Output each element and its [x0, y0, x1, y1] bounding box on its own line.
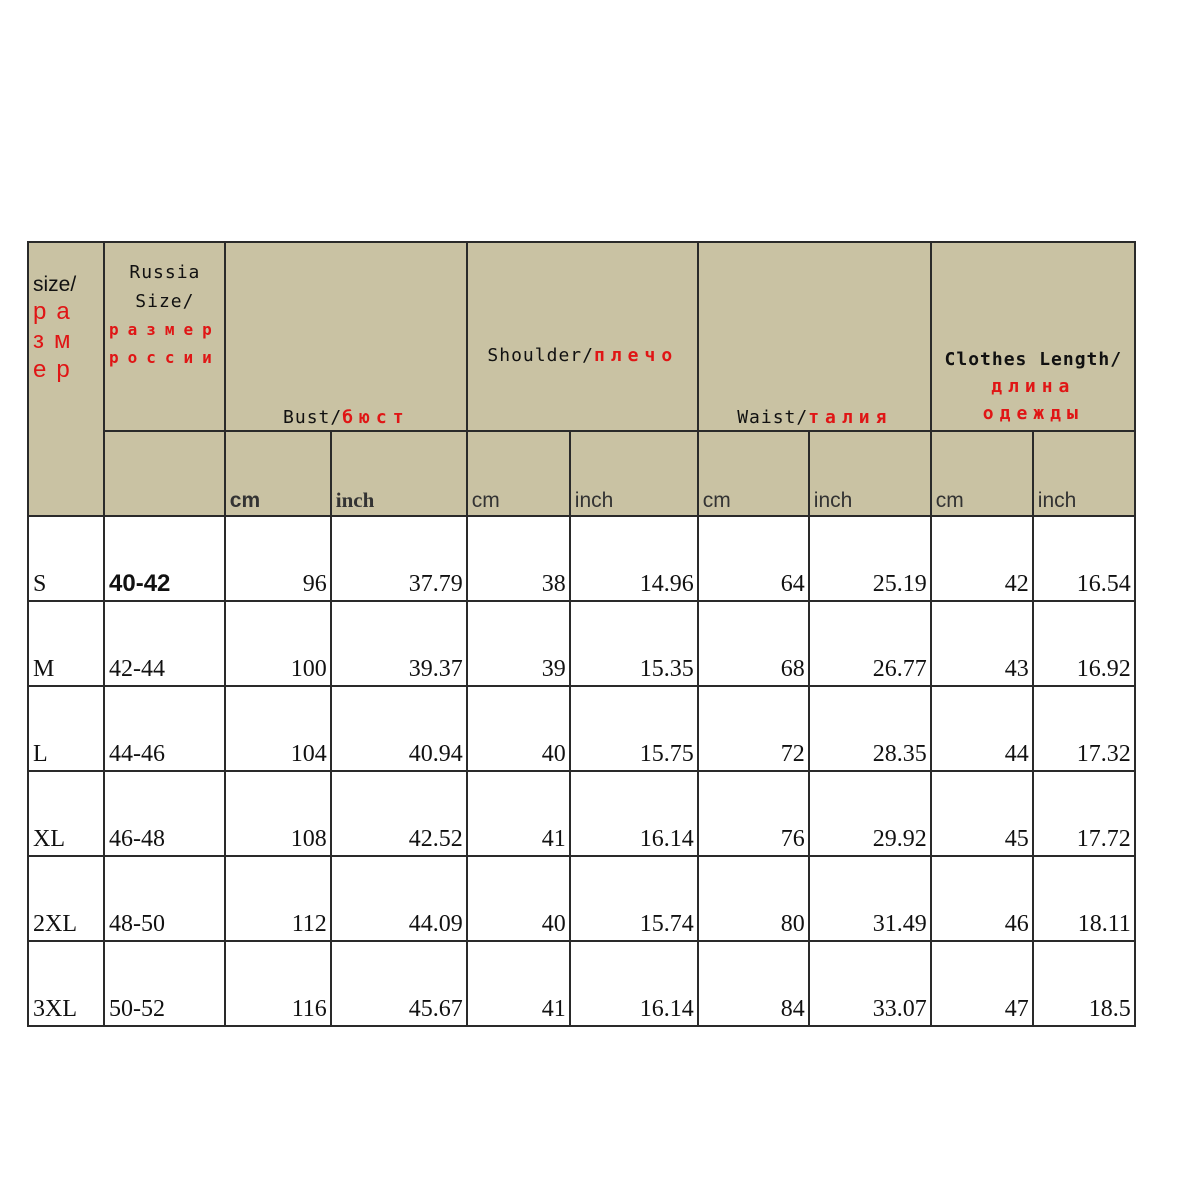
header-size: size/размер [27, 241, 105, 517]
value-cell: 45 [929, 770, 1034, 857]
size-cell: M [27, 600, 105, 687]
header-size-ru: размер [33, 298, 81, 383]
value-cell: 15.35 [568, 600, 699, 687]
size-cell: XL [27, 770, 105, 857]
value-cell: 108 [223, 770, 332, 857]
unit-cell: inch [1031, 430, 1136, 517]
header-length-en: Clothes Length/ [944, 349, 1123, 370]
unit-cell: cm [696, 430, 810, 517]
value-cell: 18.5 [1031, 940, 1136, 1027]
units-blank [103, 430, 226, 517]
value-cell: 80 [696, 855, 810, 942]
table-row: S 40-42 96 37.79 38 14.96 64 25.19 42 16.54 [27, 515, 1136, 602]
value-cell: 17.72 [1031, 770, 1136, 857]
value-cell: 64 [696, 515, 810, 602]
russia-size-cell: 44-46 [103, 685, 226, 772]
value-cell: 16.14 [568, 940, 699, 1027]
value-cell: 15.74 [568, 855, 699, 942]
value-cell: 42.52 [329, 770, 468, 857]
value-cell: 47 [929, 940, 1034, 1027]
value-cell: 104 [223, 685, 332, 772]
value-cell: 33.07 [807, 940, 932, 1027]
size-cell: L [27, 685, 105, 772]
header-shoulder: Shoulder/плечо [465, 241, 699, 432]
header-size-en: size/ [33, 273, 77, 296]
russia-size-cell: 42-44 [103, 600, 226, 687]
unit-cell: inch [329, 430, 468, 517]
value-cell: 84 [696, 940, 810, 1027]
header-waist: Waist/талия [696, 241, 932, 432]
header-length-ru: длина одежды [982, 376, 1084, 424]
russia-size-cell: 40-42 [103, 515, 226, 602]
size-chart-table: size/размер Russia Size/размер россии Bu… [27, 241, 1136, 1027]
header-shoulder-ru: плечо [593, 345, 679, 366]
value-cell: 26.77 [807, 600, 932, 687]
value-cell: 76 [696, 770, 810, 857]
value-cell: 41 [465, 940, 571, 1027]
value-cell: 100 [223, 600, 332, 687]
value-cell: 16.92 [1031, 600, 1136, 687]
header-bust-ru: бюст [342, 407, 410, 428]
value-cell: 16.14 [568, 770, 699, 857]
table-row: M 42-44 100 39.37 39 15.35 68 26.77 43 16.92 [27, 600, 1136, 687]
header-row: size/размер Russia Size/размер россии Bu… [27, 241, 1136, 517]
size-cell: 3XL [27, 940, 105, 1027]
russia-size-cell: 48-50 [103, 855, 226, 942]
value-cell: 28.35 [807, 685, 932, 772]
value-cell: 68 [696, 600, 810, 687]
value-cell: 40 [465, 685, 571, 772]
value-cell: 25.19 [807, 515, 932, 602]
unit-cell: cm [465, 430, 571, 517]
header-clothes-length: Clothes Length/длина одежды [929, 241, 1136, 432]
value-cell: 41 [465, 770, 571, 857]
value-cell: 112 [223, 855, 332, 942]
header-russia-size-ru: размер россии [109, 320, 221, 367]
header-waist-en: Waist/ [737, 407, 809, 428]
value-cell: 37.79 [329, 515, 468, 602]
value-cell: 45.67 [329, 940, 468, 1027]
value-cell: 40.94 [329, 685, 468, 772]
value-cell: 29.92 [807, 770, 932, 857]
value-cell: 38 [465, 515, 571, 602]
size-cell: 2XL [27, 855, 105, 942]
value-cell: 43 [929, 600, 1034, 687]
unit-cell: cm [929, 430, 1034, 517]
value-cell: 31.49 [807, 855, 932, 942]
value-cell: 17.32 [1031, 685, 1136, 772]
value-cell: 44.09 [329, 855, 468, 942]
table-row: 2XL 48-50 112 44.09 40 15.74 80 31.49 46 18.11 [27, 855, 1136, 942]
russia-size-cell: 50-52 [103, 940, 226, 1027]
value-cell: 46 [929, 855, 1034, 942]
table-row: L 44-46 104 40.94 40 15.75 72 28.35 44 17.32 [27, 685, 1136, 772]
header-bust: Bust/бюст [223, 241, 468, 432]
unit-cell: cm [223, 430, 332, 517]
header-russia-size: Russia Size/размер россии [103, 241, 226, 432]
units-row: cm inch cm inch cm inch cm inch [28, 430, 1136, 517]
table-row: XL 46-48 108 42.52 41 16.14 76 29.92 45 17.72 [27, 770, 1136, 857]
header-bust-en: Bust/ [283, 407, 343, 428]
value-cell: 15.75 [568, 685, 699, 772]
value-cell: 72 [696, 685, 810, 772]
unit-cell: inch [807, 430, 932, 517]
unit-cell: inch [568, 430, 699, 517]
value-cell: 18.11 [1031, 855, 1136, 942]
value-cell: 39.37 [329, 600, 468, 687]
value-cell: 42 [929, 515, 1034, 602]
header-russia-size-en: Russia Size/ [129, 262, 201, 312]
value-cell: 14.96 [568, 515, 699, 602]
value-cell: 116 [223, 940, 332, 1027]
table-row: 3XL 50-52 116 45.67 41 16.14 84 33.07 47 18.5 [27, 940, 1136, 1027]
value-cell: 40 [465, 855, 571, 942]
russia-size-cell: 46-48 [103, 770, 226, 857]
header-shoulder-en: Shoulder/ [487, 345, 594, 366]
header-waist-ru: талия [808, 407, 893, 428]
value-cell: 96 [223, 515, 332, 602]
value-cell: 44 [929, 685, 1034, 772]
size-cell: S [27, 515, 105, 602]
value-cell: 16.54 [1031, 515, 1136, 602]
value-cell: 39 [465, 600, 571, 687]
